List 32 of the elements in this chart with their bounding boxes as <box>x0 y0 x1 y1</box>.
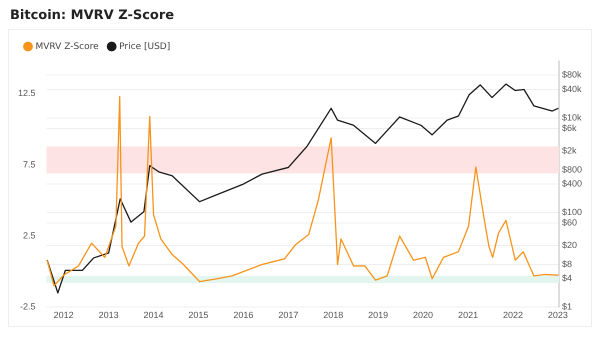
y2-tick-label: $80k <box>562 70 582 80</box>
y2-tick-label: $20 <box>562 240 578 250</box>
y2-tick-label: $10k <box>562 112 582 122</box>
legend-label: Price [USD] <box>119 42 170 52</box>
x-tick-label: 2013 <box>98 310 119 320</box>
x-tick-label: 2019 <box>368 310 388 320</box>
y2-tick-label: $2k <box>562 146 577 156</box>
y-tick-label: -2.5 <box>20 302 36 312</box>
y2-tick-label: $40k <box>562 84 582 94</box>
x-tick-label: 2022 <box>502 310 523 320</box>
y2-tick-label: $400 <box>562 178 582 189</box>
y2-tick-label: $4 <box>562 273 572 284</box>
x-tick-label: 2021 <box>458 310 478 320</box>
y-tick-label: 2.5 <box>23 230 36 241</box>
x-tick-label: 2017 <box>278 310 298 320</box>
y2-tick-label: $100 <box>562 207 582 218</box>
y-tick-label: 12.5 <box>18 88 36 98</box>
y2-tick-label: $8 <box>562 258 572 269</box>
x-tick-label: 2012 <box>54 310 74 320</box>
y2-tick-label: $6k <box>562 122 577 133</box>
x-tick-label: 2023 <box>548 310 568 320</box>
x-tick-label: 2016 <box>233 310 254 320</box>
y2-tick-label: $800 <box>562 164 582 174</box>
x-tick-label: 2020 <box>413 310 434 320</box>
y2-tick-label: $60 <box>562 218 578 228</box>
legend-label: MVRV Z-Score <box>36 42 100 52</box>
y2-tick-label: $1 <box>562 302 572 312</box>
chart-title: Bitcoin: MVRV Z-Score <box>10 8 176 23</box>
x-tick-label: 2018 <box>323 310 344 320</box>
x-tick-label: 2015 <box>188 310 208 320</box>
y-tick-label: 7.5 <box>23 159 36 170</box>
x-tick-label: 2014 <box>144 310 164 320</box>
